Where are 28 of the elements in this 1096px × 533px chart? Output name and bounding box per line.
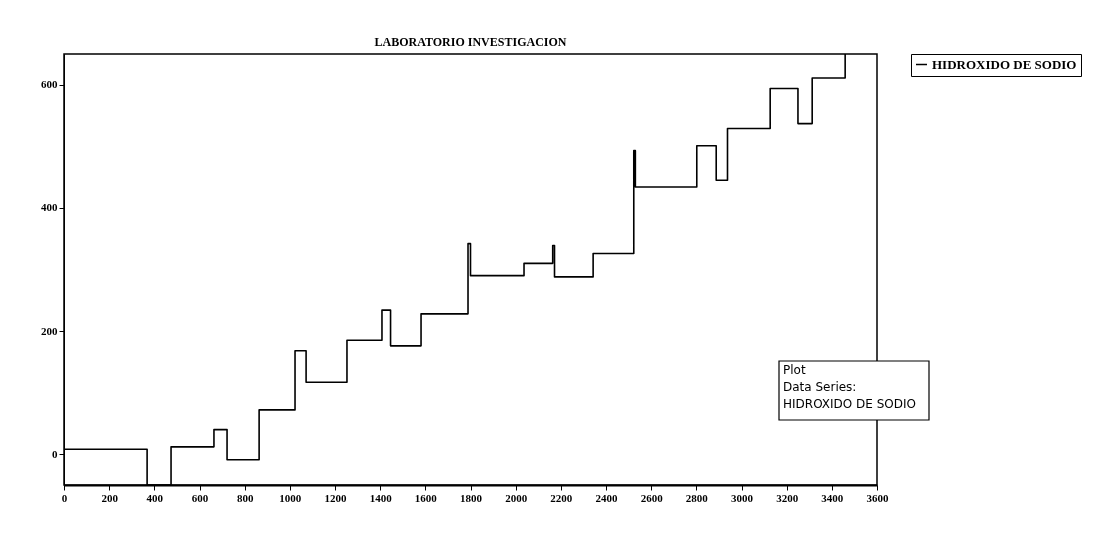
- y-tick-label: 600: [41, 78, 58, 91]
- x-tick-label: 1000: [279, 491, 302, 504]
- x-tick-label: 200: [101, 491, 119, 504]
- x-tick-label: 1600: [414, 491, 438, 504]
- x-tick-label: 3000: [731, 491, 754, 504]
- chart-title: LABORATORIO INVESTIGACION: [374, 35, 567, 50]
- x-tick-label: 400: [146, 491, 164, 504]
- x-tick-label: 1200: [324, 491, 347, 504]
- annotation: Plot: [783, 363, 806, 377]
- x-tick-label: 3200: [776, 491, 799, 504]
- x-tick-label: 800: [236, 491, 254, 504]
- y-tick-label: 400: [41, 201, 58, 214]
- x-tick-label: 1400: [369, 491, 393, 504]
- x-tick-label: 3600: [866, 491, 889, 504]
- x-tick-label: 600: [191, 491, 209, 504]
- y-tick-label: 0: [52, 447, 58, 460]
- x-tick-label: 2600: [640, 491, 664, 504]
- annotation: HIDROXIDO DE SODIO: [783, 397, 917, 411]
- x-tick-label: 2000: [505, 491, 528, 504]
- x-tick-label: 2200: [550, 491, 573, 504]
- y-tick-label: 200: [41, 324, 58, 337]
- x-tick-label: 2400: [595, 491, 618, 504]
- x-tick-label: 1800: [460, 491, 483, 504]
- x-tick-label: 2800: [685, 491, 709, 504]
- legend-label: HIDROXIDO DE SODIO: [932, 56, 1077, 72]
- x-tick-label: 0: [61, 491, 68, 504]
- annotation: Data Series:: [783, 380, 857, 394]
- x-tick-label: 3400: [821, 491, 844, 504]
